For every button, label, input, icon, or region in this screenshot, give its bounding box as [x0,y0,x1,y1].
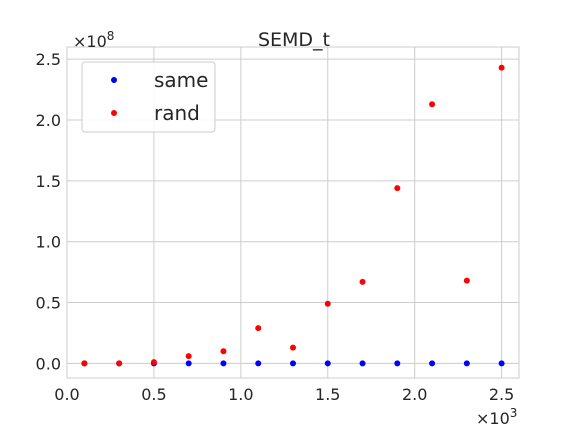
point-same [463,360,470,367]
point-rand [185,353,192,360]
legend-label-rand: rand [154,101,200,125]
y-tick-label: 2.5 [36,50,61,69]
x-tick-label: 2.0 [402,385,427,404]
point-same [220,360,227,367]
point-same [429,360,436,367]
legend-marker-same [111,77,117,83]
point-same [498,360,505,367]
point-rand [394,185,401,192]
y-tick-label: 1.0 [36,233,61,252]
x-axis-multiplier: ×103 [476,406,517,428]
point-rand [116,360,123,367]
x-tick-label: 2.5 [489,385,514,404]
point-rand [150,359,157,366]
x-multiplier-base: ×10 [476,409,510,428]
y-tick-labels: 0.0 0.5 1.0 1.5 2.0 2.5 [36,50,61,373]
data-points [81,64,505,367]
x-tick-label: 1.5 [315,385,340,404]
x-tick-label: 1.0 [228,385,253,404]
point-same [255,360,262,367]
point-rand [463,277,470,284]
point-same [290,360,296,367]
x-tick-label: 0.0 [54,385,79,404]
y-tick-label: 0.0 [36,354,61,373]
y-multiplier-exponent: 8 [107,29,115,43]
y-axis-multiplier: ×108 [73,29,114,51]
point-rand [429,101,436,108]
chart-title: SEMD_t [258,29,330,51]
y-tick-label: 2.0 [36,111,61,130]
point-rand [220,348,227,355]
grid-layer [66,47,519,378]
x-tick-label: 0.5 [141,385,166,404]
point-rand [255,325,262,332]
legend-label-same: same [154,68,208,92]
point-rand [81,360,88,367]
plot-frame [66,46,520,379]
point-rand [359,278,366,285]
point-same [359,360,366,367]
y-multiplier-base: ×10 [73,32,107,51]
point-rand [290,344,296,351]
y-tick-label: 0.5 [36,294,61,313]
legend-marker-rand [111,110,117,116]
x-tick-labels: 0.0 0.5 1.0 1.5 2.0 2.5 [54,385,514,404]
point-same [185,360,192,367]
legend: same rand [81,61,216,133]
point-same [324,360,331,367]
point-rand [498,64,505,71]
point-rand [324,300,331,307]
x-multiplier-exponent: 3 [510,406,518,420]
y-tick-label: 1.5 [36,172,61,191]
point-same [394,360,401,367]
